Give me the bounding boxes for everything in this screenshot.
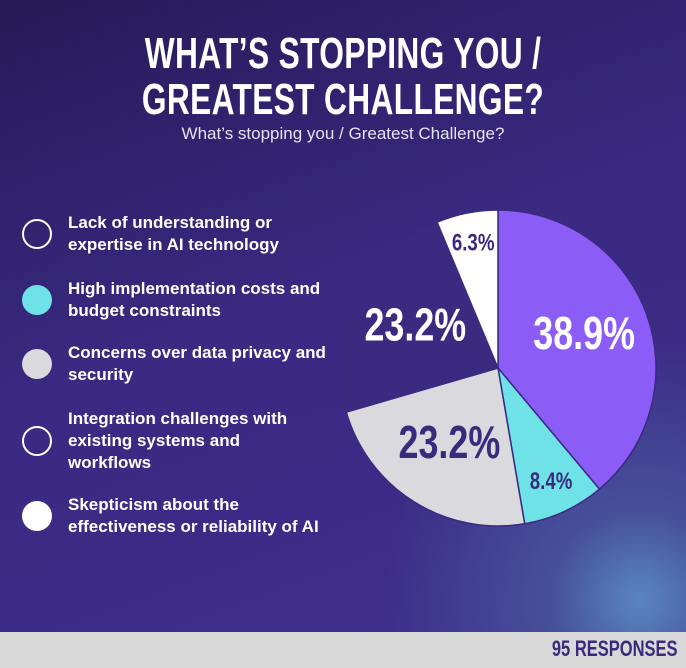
slice-label: 8.4% [530, 468, 573, 495]
legend-label: Lack of understanding or expertise in AI… [68, 213, 279, 254]
title-line: GREATEST CHALLENGE? [141, 75, 545, 124]
legend-marker [22, 349, 52, 379]
legend-label: Concerns over data privacy and security [68, 343, 326, 384]
legend-marker [22, 285, 52, 315]
footer: 95 RESPONSES [552, 636, 678, 661]
legend-marker [22, 219, 52, 249]
subtitle: What’s stopping you / Greatest Challenge… [181, 124, 505, 143]
legend-label: Skepticism about the effectiveness or re… [68, 495, 319, 536]
pie-slice [497, 209, 657, 491]
slice-label: 23.2% [399, 417, 501, 468]
pie-slice [345, 367, 526, 527]
title-line: WHAT’S STOPPING YOU / [144, 29, 542, 78]
legend-label: Integration challenges with existing sys… [68, 409, 288, 472]
slice-label: 23.2% [364, 299, 466, 350]
pie-slice [436, 209, 499, 369]
legend-marker [22, 501, 52, 531]
slice-label: 38.9% [533, 308, 635, 359]
pie-slice [339, 221, 500, 414]
slice-label: 6.3% [452, 229, 495, 256]
legend-marker [22, 426, 52, 456]
legend-label: High implementation costs and budget con… [68, 279, 321, 320]
footer-bar [0, 632, 686, 668]
